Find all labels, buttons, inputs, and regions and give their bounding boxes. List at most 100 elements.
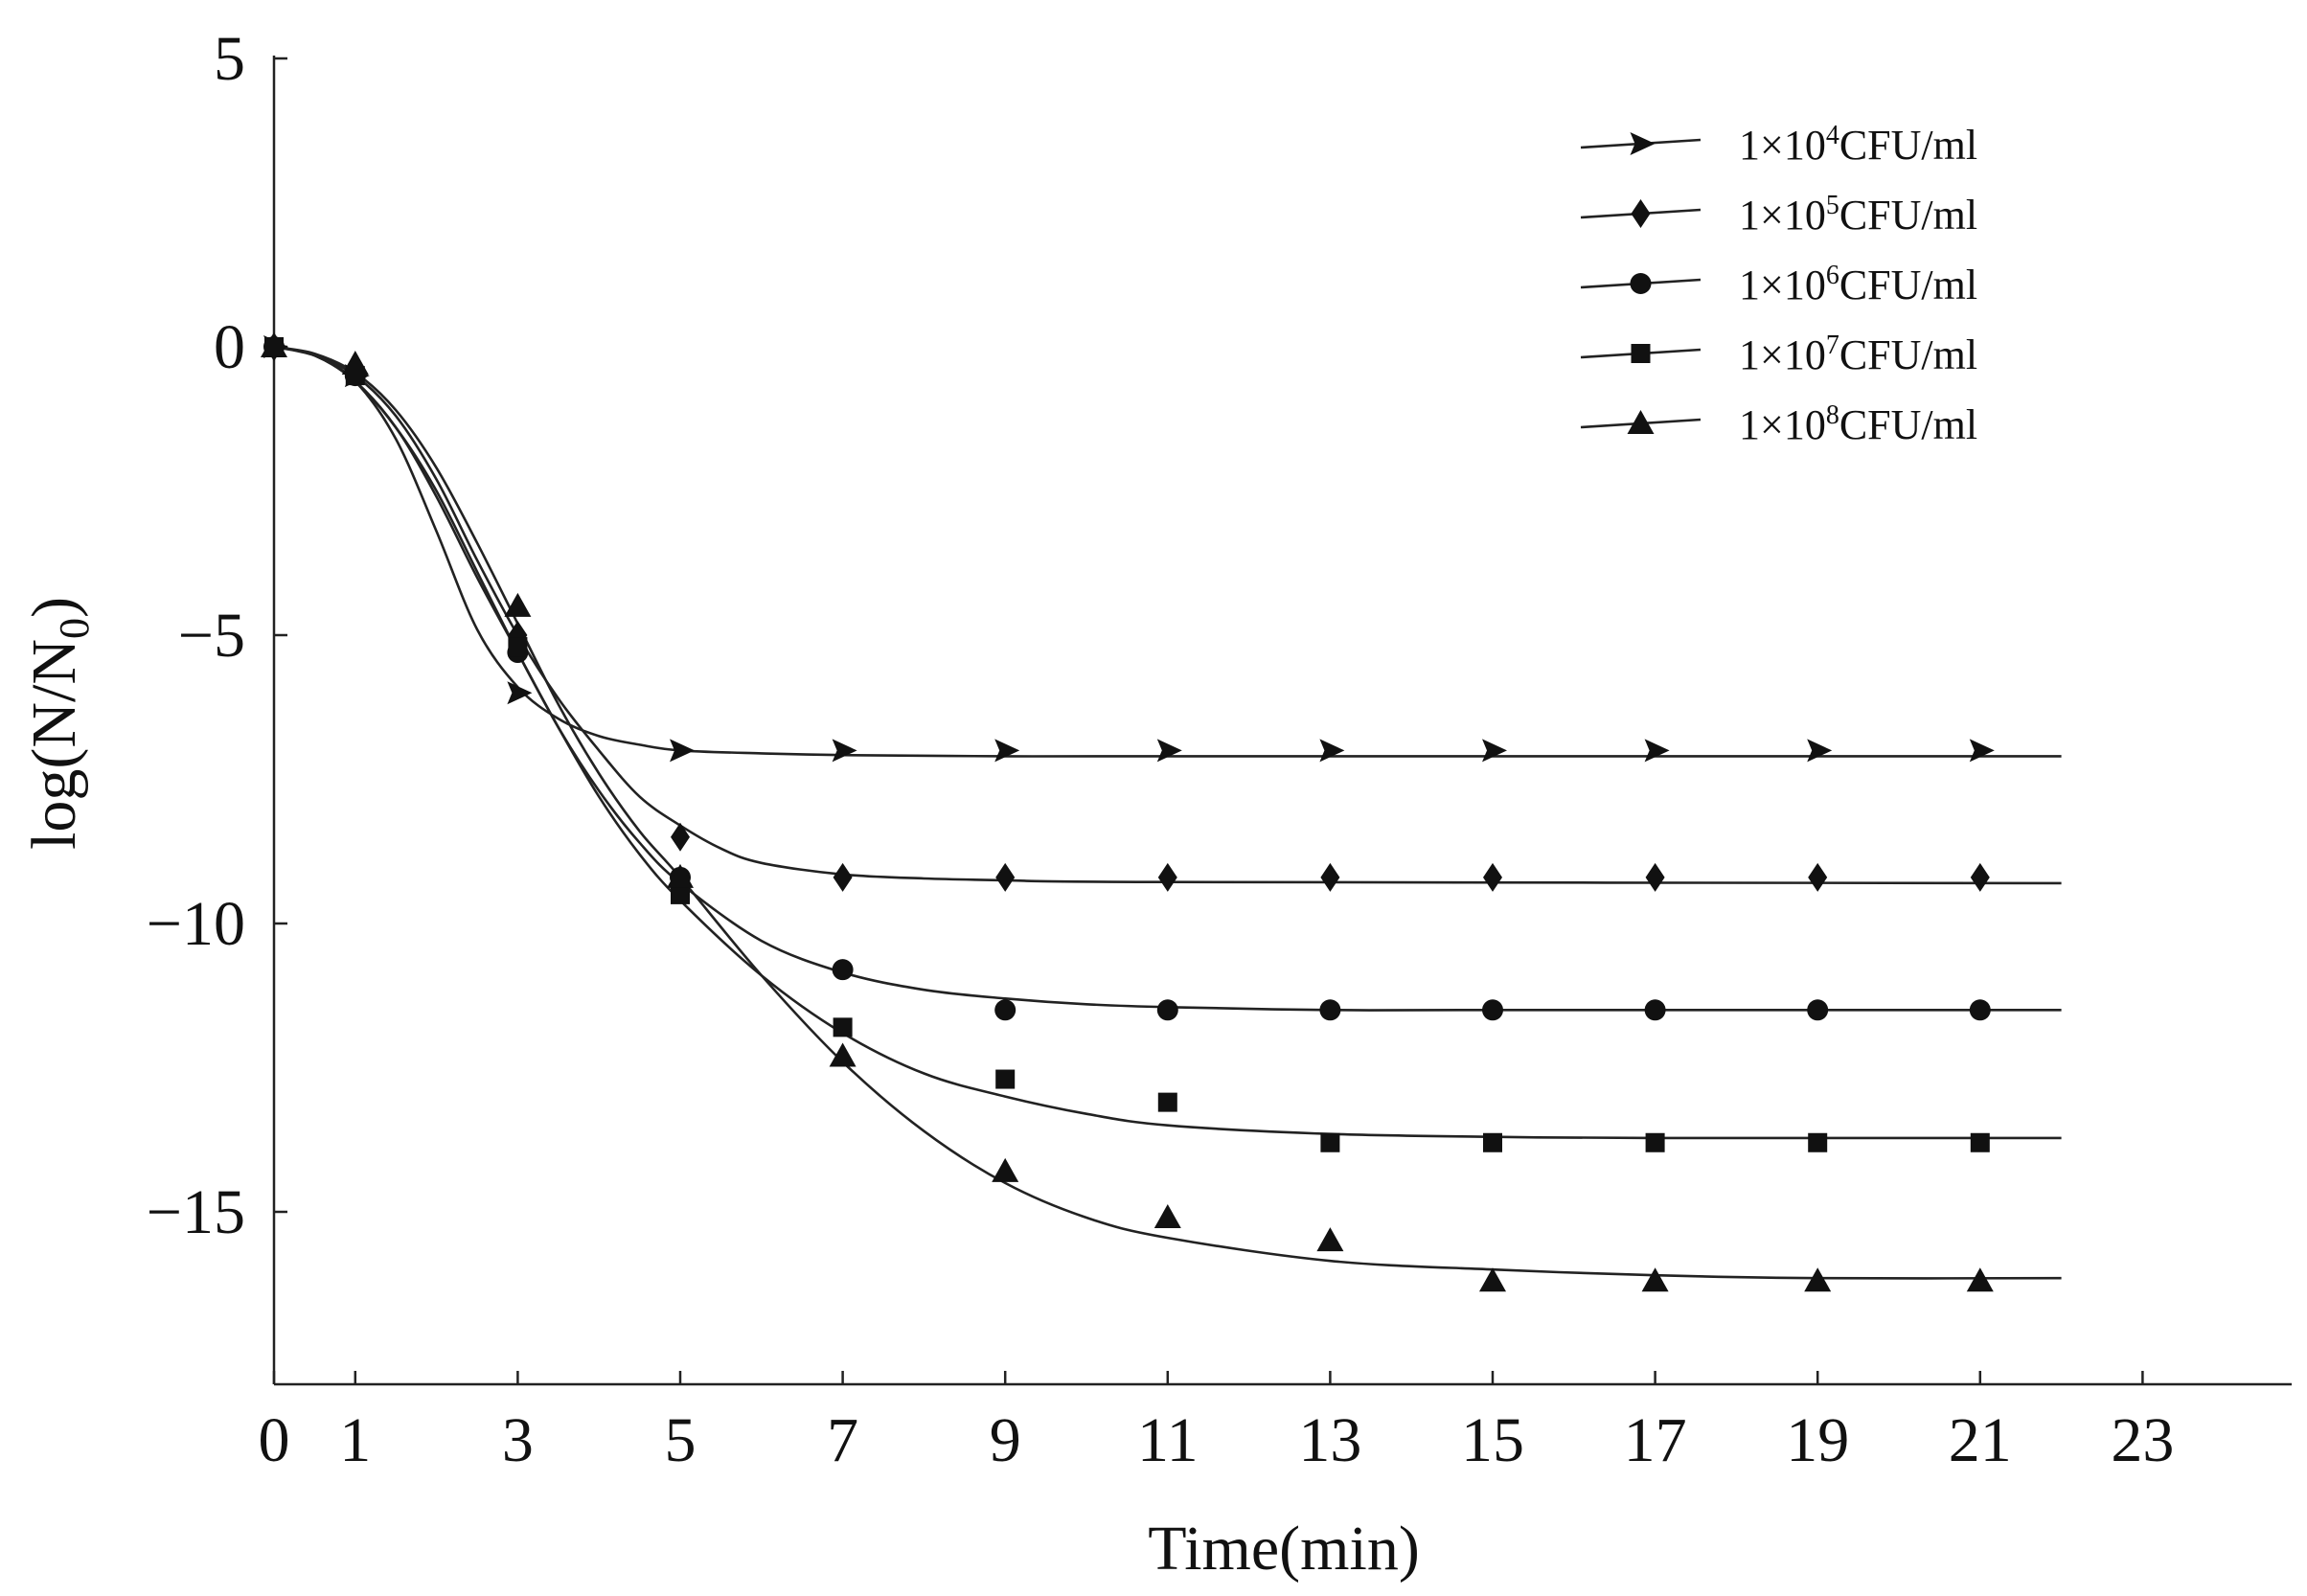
series-5-point <box>261 333 287 357</box>
series-5-legend-label: 1×108CFU/ml <box>1739 400 1977 448</box>
fit-curves <box>273 345 2062 1280</box>
series-3-point <box>994 999 1016 1021</box>
series-1-point <box>832 739 857 763</box>
series-3-fit-line <box>273 345 2062 1012</box>
series-3-legend-label: 1×106CFU/ml <box>1739 261 1977 308</box>
series-4-point <box>1808 1132 1828 1152</box>
series-4-legend-label-base: 1×10 <box>1739 331 1826 378</box>
series-2-point <box>1645 862 1665 892</box>
x-tick-label: 7 <box>827 1405 858 1475</box>
series-1-point <box>1644 739 1670 763</box>
series-5-point <box>829 1042 857 1067</box>
series-4-point <box>1157 1092 1177 1112</box>
x-tick-label: 21 <box>1949 1405 2012 1475</box>
y-tick-label: 5 <box>214 24 245 94</box>
x-tick-label: 17 <box>1624 1405 1687 1475</box>
series-1-legend-label-base: 1×10 <box>1739 122 1826 169</box>
series-4-legend-label-exponent: 7 <box>1826 331 1839 360</box>
x-tick-label: 0 <box>259 1405 290 1475</box>
series-1-point <box>994 739 1020 763</box>
x-tick-label: 23 <box>2111 1405 2174 1475</box>
series-5-fit-line <box>273 345 2062 1280</box>
y-tick-label: −15 <box>147 1177 245 1247</box>
series-4-point <box>833 1017 853 1037</box>
series-3-point <box>1807 999 1829 1021</box>
series-4-point <box>671 884 690 904</box>
series-4-legend-label-unit: CFU/ml <box>1839 331 1977 378</box>
series-2-legend-label-exponent: 5 <box>1826 191 1839 220</box>
series-5-point <box>1804 1267 1832 1292</box>
series-3-point <box>1644 999 1666 1021</box>
series-2-point <box>1483 862 1502 892</box>
series-3-point <box>1969 999 1991 1021</box>
series-5-point <box>1316 1227 1344 1252</box>
series-2-legend-label-base: 1×10 <box>1739 192 1826 239</box>
series-2-point <box>1157 862 1177 892</box>
series-3-legend-marker <box>1630 273 1652 294</box>
series-1-point <box>1807 739 1833 763</box>
series-3-point <box>1156 999 1178 1021</box>
series-2-point <box>833 862 853 892</box>
series-5-point <box>341 351 369 376</box>
series-5-point <box>1641 1267 1669 1292</box>
series-5-point <box>1479 1267 1506 1292</box>
y-axis-title-main: log(N/N <box>19 639 89 850</box>
axes <box>272 56 2292 1386</box>
series-1-point <box>1482 739 1507 763</box>
x-tick-label: 3 <box>502 1405 534 1475</box>
series-2-point <box>1808 862 1828 892</box>
series-5-legend-label-exponent: 8 <box>1826 400 1839 430</box>
series-2-legend-label-unit: CFU/ml <box>1839 192 1977 239</box>
series-4-point <box>1645 1132 1665 1152</box>
series-1-legend-label-unit: CFU/ml <box>1839 122 1977 169</box>
x-tick-label: 1 <box>339 1405 371 1475</box>
series-1-point <box>1969 739 1995 763</box>
x-tick-label: 19 <box>1786 1405 1849 1475</box>
series-2-legend-marker <box>1631 199 1651 228</box>
x-tick-label: 9 <box>990 1405 1021 1475</box>
series-4-point <box>995 1069 1016 1089</box>
y-axis-title-subscript: 0 <box>51 618 98 639</box>
y-tick-label: 0 <box>214 312 245 382</box>
series-4-point <box>1970 1132 1990 1152</box>
series-3-legend-label-exponent: 6 <box>1826 261 1839 290</box>
series-5-legend-label-base: 1×10 <box>1739 401 1826 448</box>
series-1-legend-marker <box>1630 132 1656 155</box>
series-2-point <box>1970 862 1990 892</box>
series-1-point <box>1156 739 1182 763</box>
series-5-point <box>1966 1267 1994 1292</box>
series-4-point <box>1483 1132 1502 1152</box>
series-2-point <box>671 822 690 852</box>
x-tick-label: 15 <box>1461 1405 1524 1475</box>
series-2-legend-label: 1×105CFU/ml <box>1739 191 1977 239</box>
series-5-point <box>667 863 694 888</box>
x-tick-label: 11 <box>1137 1405 1199 1475</box>
series-1-legend-label-exponent: 4 <box>1826 121 1839 150</box>
series-3-point <box>832 959 854 981</box>
series-3-point <box>1319 999 1341 1021</box>
series-5-point <box>504 592 532 617</box>
series-3-legend-label-unit: CFU/ml <box>1839 262 1977 308</box>
data-markers <box>261 332 1995 1292</box>
series-4-point <box>508 637 528 657</box>
y-tick-label: −5 <box>178 601 245 671</box>
x-tick-label: 13 <box>1298 1405 1361 1475</box>
series-3-legend-label-base: 1×10 <box>1739 262 1826 308</box>
series-4-legend-marker <box>1631 344 1651 363</box>
x-axis-title: Time(min) <box>1148 1514 1420 1584</box>
series-5-legend-label-unit: CFU/ml <box>1839 401 1977 448</box>
series-2-point <box>995 862 1016 892</box>
series-1-point <box>1319 739 1345 763</box>
series-1-point <box>507 681 533 705</box>
series-1-legend-label: 1×104CFU/ml <box>1739 121 1977 169</box>
series-5-point <box>992 1157 1019 1182</box>
series-4-point <box>1320 1132 1340 1152</box>
series-2-point <box>1320 862 1340 892</box>
y-axis-title-close: ) <box>19 597 89 618</box>
y-tick-label: −10 <box>147 889 245 959</box>
y-axis-title: log(N/N0) <box>19 597 98 850</box>
series-5-point <box>1154 1204 1181 1229</box>
x-tick-label: 5 <box>665 1405 697 1475</box>
series-4-fit-line <box>273 345 2062 1140</box>
